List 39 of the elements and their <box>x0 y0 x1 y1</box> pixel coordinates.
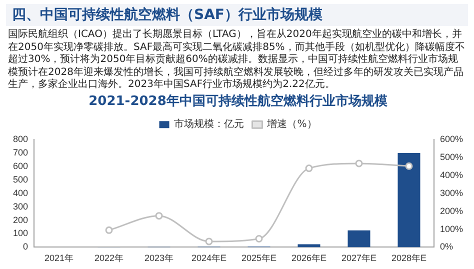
point <box>405 162 413 170</box>
x-tick-label: 2028年E <box>391 252 426 263</box>
x-tick-label: 2022年 <box>94 252 124 263</box>
point <box>205 237 213 245</box>
bar <box>398 152 420 247</box>
legend-label: 市场规模：亿元 <box>174 118 244 130</box>
legend-label: 增速（%） <box>266 118 317 130</box>
bar <box>348 230 370 247</box>
x-tick-label: 2021年 <box>44 252 74 263</box>
y-tick-label: 500 <box>12 174 28 184</box>
y-tick-label: 400 <box>12 187 28 198</box>
y-tick-label: 200 <box>12 214 28 224</box>
text: 四、中国可持续性航空燃料（SAF）行业市场规模 <box>6 4 468 26</box>
point <box>305 164 313 172</box>
chart-title: 2021-2028年中国可持续性航空燃料行业市场规模 <box>88 92 388 109</box>
point <box>355 159 363 167</box>
y2-tick-label: 400% <box>440 169 464 180</box>
y2-tick-label: 300% <box>440 187 464 198</box>
bar <box>298 244 320 247</box>
y2-tick-label: 600% <box>440 134 464 144</box>
y-tick-label: 800 <box>12 134 28 144</box>
y-tick-label: 0 <box>23 241 28 252</box>
y2-tick-label: 500% <box>440 152 464 162</box>
y-tick-label: 600 <box>12 160 28 170</box>
text: 国际民航组织（ICAO）提出了长期愿景目标（LTAG），旨在从2020年起实现航空业的碳中和增长，并在2050年实现净零碳排放。SAF最高可实现二氧化碳减排85%，而其他手段（如机型优化）降碳幅度不超过30%，预计将为2050年目标贡献超60%的碳减排。数据显示，中国可持续性航空燃料行业市场规模预计在2028年迎来爆发性的增长，我国可持续航空燃料发展较晚，但经过多年的研发攻关已实现产品生产，多家企业出口海外。2023年中国SAF行业市场规模约为2.22亿元。 <box>8 29 466 92</box>
x-tick-label: 2024年E <box>191 252 227 263</box>
point <box>105 226 113 234</box>
y2-tick-label: 100% <box>440 223 464 234</box>
x-tick-label: 2023年 <box>144 252 174 263</box>
point <box>255 234 263 242</box>
x-tick-label: 2027年E <box>341 252 377 263</box>
y2-tick-label: 0% <box>440 241 453 252</box>
y-tick-label: 700 <box>12 147 28 158</box>
x-tick-label: 2025年E <box>241 252 277 263</box>
point <box>155 212 163 220</box>
x-tick-label: 2026年E <box>291 252 327 263</box>
y-tick-label: 300 <box>12 200 28 211</box>
y2-tick-label: 200% <box>440 205 464 216</box>
y-tick-label: 100 <box>12 228 28 238</box>
